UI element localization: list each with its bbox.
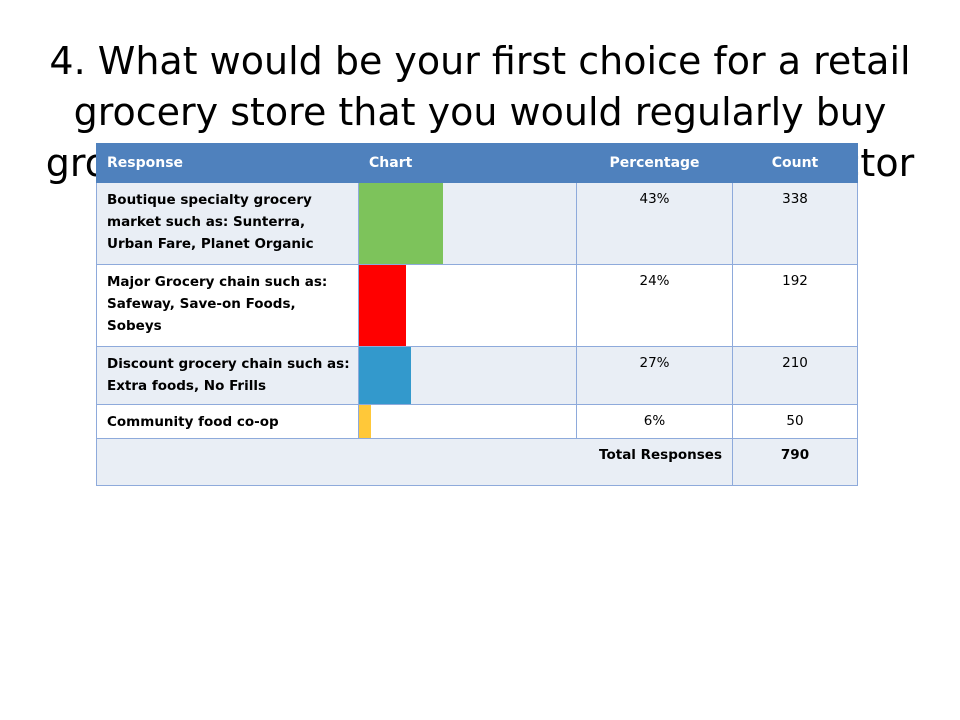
percentage-value: 6% bbox=[576, 404, 733, 439]
percentage-value: 43% bbox=[576, 182, 733, 265]
count-value: 192 bbox=[732, 264, 858, 347]
table-header-row: Response Chart Percentage Count bbox=[96, 143, 858, 183]
header-percentage: Percentage bbox=[576, 143, 733, 183]
percentage-value: 27% bbox=[576, 346, 733, 405]
table-row: Major Grocery chain such as: Safeway, Sa… bbox=[96, 264, 858, 347]
bar-major-chain bbox=[359, 265, 406, 346]
response-label: Community food co-op bbox=[96, 404, 359, 439]
header-chart: Chart bbox=[358, 143, 577, 183]
bar-boutique bbox=[359, 183, 443, 264]
response-label: Boutique specialty grocery market such a… bbox=[96, 182, 359, 265]
response-label: Major Grocery chain such as: Safeway, Sa… bbox=[96, 264, 359, 347]
survey-results-table: Response Chart Percentage Count Boutique… bbox=[96, 143, 858, 486]
bar-discount-chain bbox=[359, 347, 411, 404]
header-response: Response bbox=[96, 143, 359, 183]
percentage-value: 24% bbox=[576, 264, 733, 347]
chart-cell bbox=[358, 264, 577, 347]
bar-food-coop bbox=[359, 405, 371, 438]
total-row: Total Responses 790 bbox=[96, 438, 858, 486]
total-responses-count: 790 bbox=[732, 438, 858, 486]
count-value: 50 bbox=[732, 404, 858, 439]
chart-cell bbox=[358, 182, 577, 265]
count-value: 210 bbox=[732, 346, 858, 405]
total-responses-label: Total Responses bbox=[96, 438, 733, 486]
chart-cell bbox=[358, 404, 577, 439]
table-row: Boutique specialty grocery market such a… bbox=[96, 182, 858, 265]
count-value: 338 bbox=[732, 182, 858, 265]
chart-cell bbox=[358, 346, 577, 405]
table-row: Discount grocery chain such as: Extra fo… bbox=[96, 346, 858, 405]
header-count: Count bbox=[732, 143, 858, 183]
table-row: Community food co-op 6% 50 bbox=[96, 404, 858, 439]
response-label: Discount grocery chain such as: Extra fo… bbox=[96, 346, 359, 405]
